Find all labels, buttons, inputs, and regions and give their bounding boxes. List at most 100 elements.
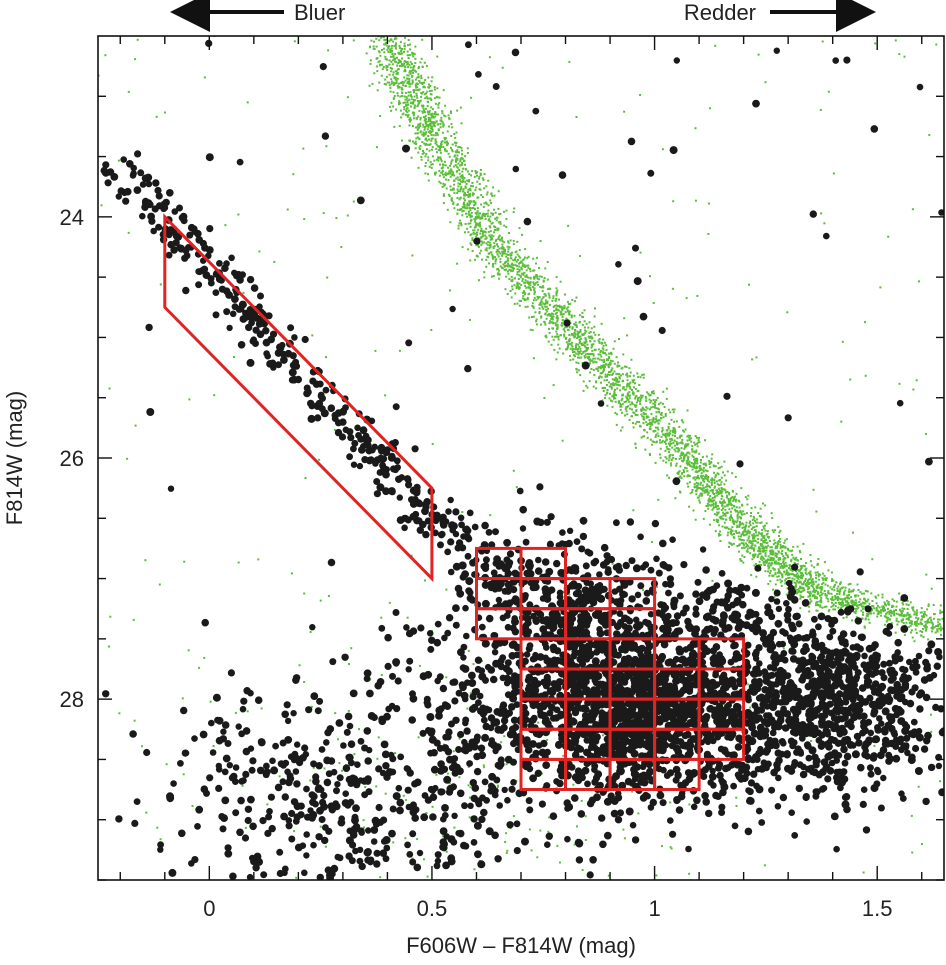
model-point (729, 503, 732, 506)
observed-point (301, 335, 309, 344)
model-point (448, 155, 451, 158)
model-point (469, 202, 471, 205)
model-point (764, 529, 767, 532)
model-point (867, 618, 870, 621)
model-point (575, 352, 578, 355)
model-point (405, 104, 407, 107)
model-point (513, 207, 516, 210)
model-point (769, 551, 772, 554)
model-point (233, 356, 235, 358)
model-point (767, 555, 770, 558)
model-point (767, 562, 770, 565)
model-point (412, 111, 415, 114)
model-point (603, 366, 606, 368)
model-point (907, 618, 910, 621)
model-point (714, 476, 717, 479)
model-point (485, 227, 488, 230)
model-point (724, 508, 727, 511)
model-point (823, 605, 826, 608)
model-point (831, 604, 834, 607)
model-point (799, 594, 802, 597)
observed-point (237, 341, 246, 349)
model-point (591, 359, 594, 362)
model-point (652, 430, 655, 433)
model-point (760, 534, 763, 537)
model-point (590, 343, 593, 346)
model-point (393, 125, 396, 128)
model-point (576, 825, 578, 828)
model-point (774, 529, 777, 532)
model-point (548, 816, 551, 819)
model-point (212, 745, 215, 747)
model-point (636, 414, 639, 417)
model-point (661, 845, 663, 848)
model-point (667, 425, 670, 428)
model-point (463, 176, 466, 179)
model-point (590, 346, 593, 349)
model-point (706, 479, 709, 482)
model-point (836, 599, 839, 601)
model-point (893, 609, 896, 612)
model-point (496, 250, 499, 253)
model-point (806, 579, 809, 582)
model-point (670, 847, 673, 850)
model-point (721, 501, 724, 504)
model-point (425, 92, 427, 95)
model-point (428, 120, 431, 122)
model-point (743, 530, 746, 532)
model-point (487, 240, 490, 243)
observed-point (262, 338, 271, 347)
model-point (689, 492, 692, 495)
model-point (706, 488, 709, 491)
model-point (430, 106, 433, 109)
model-point (518, 304, 521, 307)
model-point (458, 169, 461, 171)
model-point (903, 615, 905, 618)
model-point (475, 223, 478, 226)
model-point (489, 199, 492, 202)
model-point (818, 600, 821, 603)
model-point (454, 136, 457, 139)
model-point (502, 251, 505, 253)
model-point (812, 583, 815, 586)
model-point (421, 133, 424, 136)
model-point (716, 521, 719, 523)
model-point (537, 721, 540, 724)
model-point (492, 231, 495, 234)
model-point (626, 398, 629, 401)
model-point (662, 416, 665, 419)
model-point (739, 521, 741, 523)
model-point (673, 408, 676, 411)
model-point (723, 474, 726, 477)
model-point (781, 553, 784, 556)
model-point (575, 324, 577, 327)
model-point (635, 409, 638, 412)
model-point (900, 619, 903, 622)
model-point (815, 510, 818, 513)
model-point (664, 442, 667, 445)
model-point (445, 588, 448, 591)
model-point (527, 283, 530, 286)
model-point (628, 400, 631, 403)
model-point (535, 298, 538, 301)
model-point (666, 447, 669, 450)
model-point (707, 507, 710, 510)
observed-point (307, 399, 315, 408)
model-point (582, 344, 585, 347)
model-point (462, 209, 465, 212)
model-point (772, 543, 775, 546)
model-point (576, 336, 579, 338)
model-point (680, 451, 683, 454)
model-point (408, 63, 411, 66)
model-point (527, 276, 530, 279)
model-point (771, 517, 774, 520)
model-point (504, 261, 506, 264)
observed-point (122, 197, 130, 205)
model-point (789, 564, 792, 567)
model-point (413, 89, 416, 91)
model-point (456, 197, 459, 199)
model-point (507, 254, 510, 256)
model-point (739, 538, 742, 541)
model-point (403, 108, 406, 111)
model-point (576, 330, 579, 333)
